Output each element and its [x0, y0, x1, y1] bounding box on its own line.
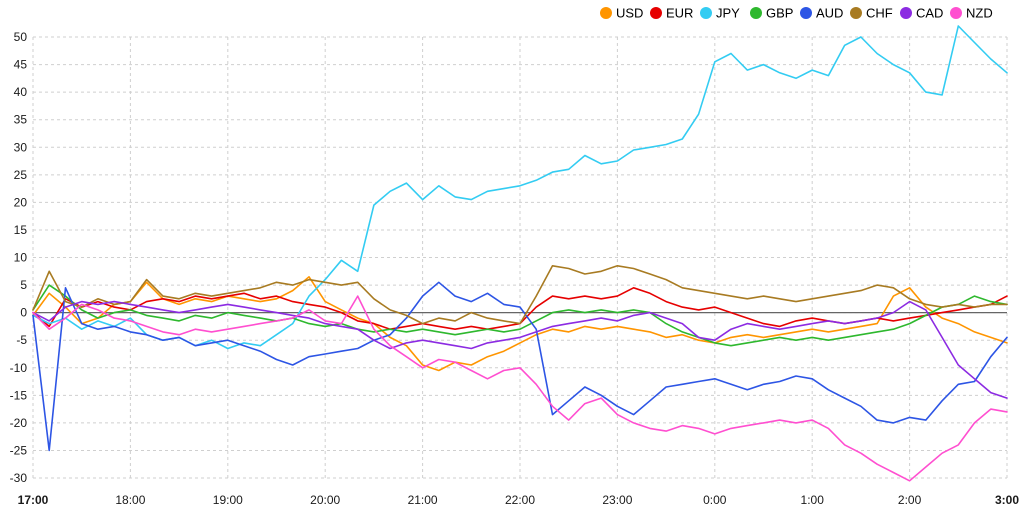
series-line-cad: [32, 300, 1008, 399]
legend-item-gbp[interactable]: GBP: [750, 6, 793, 21]
x-axis-labels: 17:00 18:00 19:00 20:00 21:00 22:00 23:00 0:00 1…: [18, 493, 1020, 507]
x-tick-label: 3:00: [995, 493, 1019, 507]
legend-dot-usd: [600, 7, 612, 19]
y-tick-label: -25: [10, 443, 28, 457]
y-tick-label: 15: [14, 223, 28, 237]
legend-label-usd: USD: [616, 6, 643, 21]
x-tick-label: 17:00: [18, 493, 49, 507]
y-tick-label: 25: [14, 168, 28, 182]
legend-dot-aud: [800, 7, 812, 19]
legend-item-nzd[interactable]: NZD: [950, 6, 993, 21]
legend-label-cad: CAD: [916, 6, 943, 21]
y-tick-label: -20: [10, 416, 28, 430]
legend-dot-nzd: [950, 7, 962, 19]
x-tick-label: 21:00: [408, 493, 438, 507]
x-tick-label: 18:00: [115, 493, 145, 507]
legend-item-jpy[interactable]: JPY: [700, 6, 740, 21]
legend-dot-gbp: [750, 7, 762, 19]
x-tick-label: 23:00: [602, 493, 632, 507]
x-tick-label: 2:00: [898, 493, 922, 507]
series-line-chf: [32, 264, 1008, 325]
series-line-aud: [32, 281, 1008, 452]
y-tick-label: 10: [14, 251, 28, 265]
y-tick-label: 5: [20, 278, 27, 292]
legend-label-aud: AUD: [816, 6, 843, 21]
x-tick-label: 20:00: [310, 493, 340, 507]
legend-dot-cad: [900, 7, 912, 19]
x-tick-label: 1:00: [801, 493, 825, 507]
legend-dot-eur: [650, 7, 662, 19]
series-lines: [32, 25, 1008, 482]
x-tick-label: 22:00: [505, 493, 535, 507]
legend-item-eur[interactable]: EUR: [650, 6, 693, 21]
legend-item-chf[interactable]: CHF: [850, 6, 893, 21]
legend-label-chf: CHF: [866, 6, 893, 21]
y-tick-label: 0: [20, 306, 27, 320]
y-tick-label: 30: [14, 140, 28, 154]
legend-dot-chf: [850, 7, 862, 19]
legend-label-gbp: GBP: [766, 6, 793, 21]
x-tick-label: 19:00: [213, 493, 243, 507]
legend-item-aud[interactable]: AUD: [800, 6, 843, 21]
y-tick-label: -10: [10, 361, 28, 375]
y-tick-label: 20: [14, 195, 28, 209]
legend-dot-jpy: [700, 7, 712, 19]
series-line-usd: [32, 275, 1008, 372]
y-tick-label: -15: [10, 388, 28, 402]
x-tick-label: 0:00: [703, 493, 727, 507]
legend-item-cad[interactable]: CAD: [900, 6, 943, 21]
legend-label-nzd: NZD: [966, 6, 993, 21]
legend-label-jpy: JPY: [716, 6, 740, 21]
y-tick-label: 35: [14, 113, 28, 127]
y-tick-label: -30: [10, 471, 28, 485]
y-tick-label: 45: [14, 58, 28, 72]
chart-legend: USD EUR JPY GBP AUD CHF CAD NZD: [600, 6, 993, 21]
y-tick-label: -5: [16, 333, 27, 347]
legend-label-eur: EUR: [666, 6, 693, 21]
gridlines: [32, 36, 1008, 479]
series-line-gbp: [32, 284, 1008, 347]
y-tick-label: 50: [14, 30, 28, 44]
legend-item-usd[interactable]: USD: [600, 6, 643, 21]
series-line-nzd: [32, 295, 1008, 482]
y-tick-label: 40: [14, 85, 28, 99]
